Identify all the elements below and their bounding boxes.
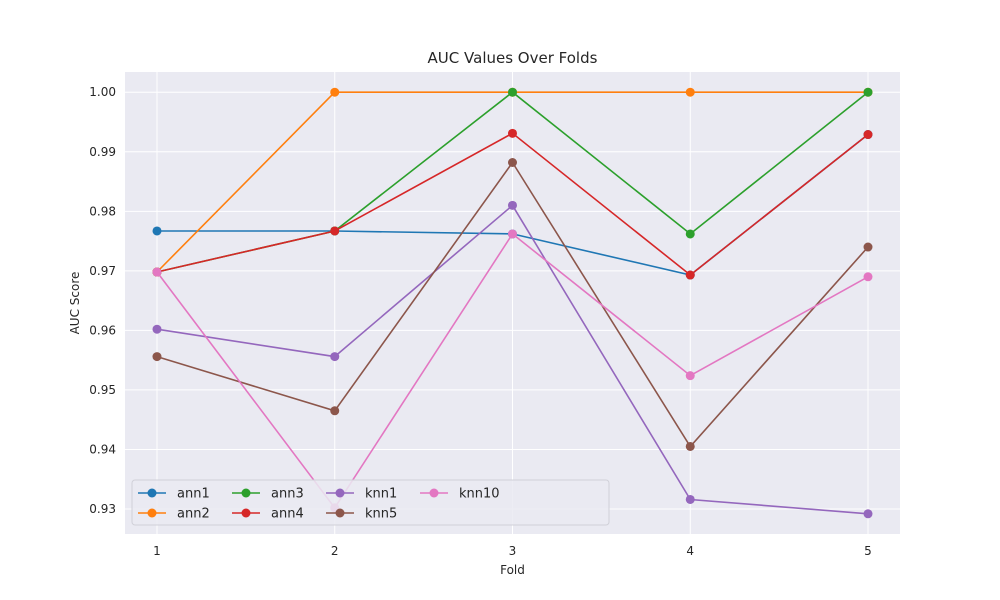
x-tick-label: 2: [331, 544, 339, 558]
y-tick-label: 0.94: [89, 442, 116, 456]
data-point-ann3: [508, 87, 517, 97]
data-point-knn10: [863, 272, 873, 282]
data-point-knn1: [330, 352, 340, 362]
data-point-knn1: [685, 494, 695, 504]
legend-item-knn1: knn1: [326, 487, 397, 502]
series-knn10: [152, 229, 873, 513]
legend: ann1 ann2 ann3 ann4 knn1 knn5 knn10: [131, 479, 610, 526]
legend-marker: [429, 488, 439, 498]
data-point-knn5: [330, 406, 340, 416]
legend-label: ann2: [177, 507, 210, 522]
legend-item-ann4: ann4: [232, 507, 304, 522]
data-point-knn1: [863, 509, 873, 519]
y-tick-label: 0.93: [89, 502, 116, 516]
legend-marker: [147, 508, 157, 518]
legend-marker: [241, 508, 251, 518]
legend-marker: [335, 508, 345, 518]
legend-marker: [147, 488, 157, 498]
y-tick-label: 0.97: [89, 264, 116, 278]
data-point-knn5: [685, 441, 695, 451]
data-point-ann4: [508, 128, 517, 138]
x-axis-label: Fold: [500, 563, 525, 577]
series-knn1: [152, 200, 873, 519]
data-point-ann2: [685, 87, 695, 97]
y-tick-labels: 0.93 0.94 0.95 0.96 0.97 0.98 0.99 1.00: [89, 85, 116, 516]
x-tick-label: 5: [864, 544, 872, 558]
data-point-knn5: [508, 157, 517, 167]
series-group: [152, 87, 873, 519]
legend-item-ann1: ann1: [138, 487, 210, 502]
legend-marker: [241, 488, 251, 498]
legend-label: knn10: [459, 487, 500, 502]
data-point-knn5: [152, 352, 162, 362]
data-point-knn10: [152, 267, 162, 277]
y-tick-label: 0.96: [89, 323, 116, 337]
data-point-ann4: [685, 270, 695, 280]
legend-label: knn1: [365, 487, 397, 502]
y-tick-label: 0.95: [89, 383, 116, 397]
data-point-ann1: [152, 226, 162, 236]
legend-item-knn5: knn5: [326, 507, 397, 522]
legend-item-ann3: ann3: [232, 487, 304, 502]
legend-item-knn10: knn10: [420, 487, 500, 502]
legend-label: knn5: [365, 507, 397, 522]
data-point-knn10: [685, 371, 695, 381]
data-point-knn5: [863, 242, 873, 252]
data-point-ann3: [685, 229, 695, 239]
legend-item-ann2: ann2: [138, 507, 210, 522]
chart-title: AUC Values Over Folds: [428, 49, 598, 67]
x-tick-label: 4: [686, 544, 694, 558]
data-point-ann3: [863, 87, 873, 97]
legend-label: ann3: [271, 487, 304, 502]
y-tick-label: 0.98: [89, 204, 116, 218]
data-point-ann4: [330, 226, 340, 236]
x-tick-label: 3: [509, 544, 517, 558]
x-tick-label: 1: [153, 544, 161, 558]
series-knn5: [152, 157, 873, 451]
data-point-knn10: [508, 229, 517, 239]
legend-marker: [335, 488, 345, 498]
data-point-ann4: [863, 130, 873, 140]
data-point-ann2: [330, 87, 340, 97]
x-tick-labels: 1 2 3 4 5: [153, 544, 872, 558]
y-tick-label: 1.00: [89, 85, 116, 99]
data-point-knn1: [508, 200, 517, 210]
y-axis-label: AUC Score: [68, 272, 82, 335]
legend-label: ann1: [177, 487, 210, 502]
legend-label: ann4: [271, 507, 304, 522]
data-point-knn1: [152, 324, 162, 334]
y-tick-label: 0.99: [89, 145, 116, 159]
